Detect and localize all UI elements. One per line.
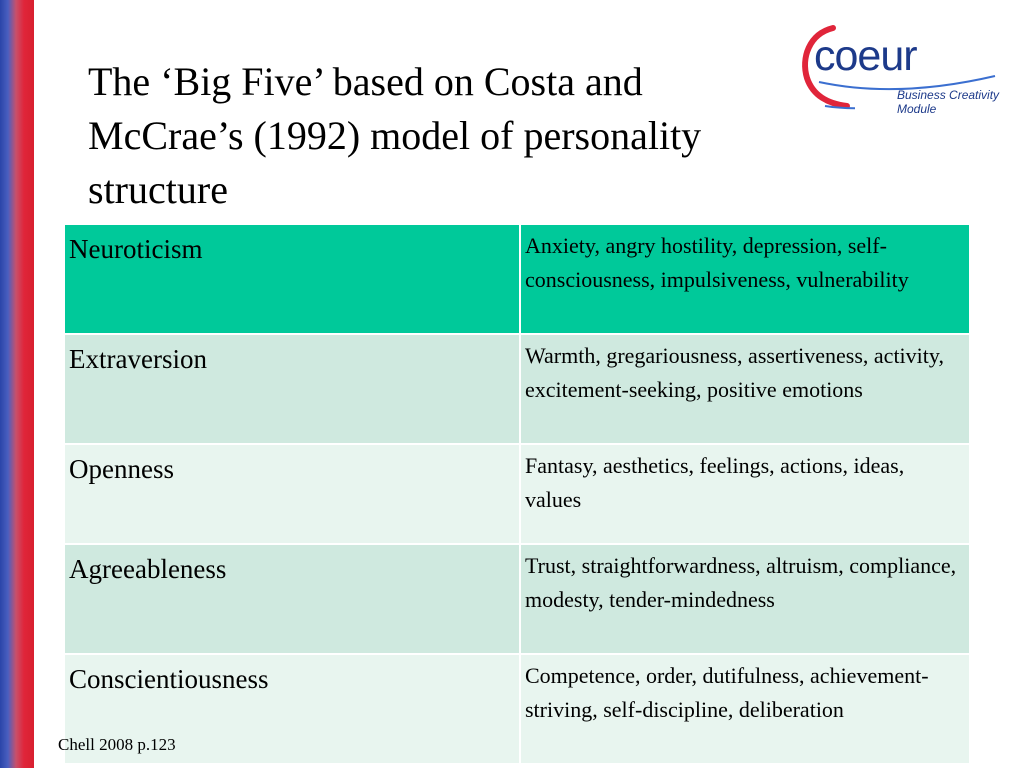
table-row: Agreeableness Trust, straightforwardness…	[63, 543, 971, 655]
big-five-table: Neuroticism Anxiety, angry hostility, de…	[63, 223, 971, 765]
source-citation: Chell 2008 p.123	[58, 735, 176, 754]
side-accent-bar	[0, 0, 34, 768]
slide-title: The ‘Big Five’ based on Costa and McCrae…	[88, 59, 702, 212]
logo-underline-icon	[818, 75, 996, 91]
logo-subtitle-line1: Business Creativity	[897, 88, 1000, 102]
facets-cell: Anxiety, angry hostility, depression, se…	[519, 223, 971, 335]
coeur-logo: coeur Business Creativity Module	[795, 20, 1010, 120]
trait-cell: Extraversion	[63, 333, 521, 445]
table-row: Conscientiousness Competence, order, dut…	[63, 653, 971, 765]
facets-cell: Fantasy, aesthetics, feelings, actions, …	[519, 443, 971, 545]
trait-cell: Agreeableness	[63, 543, 521, 655]
trait-cell: Conscientiousness	[63, 653, 521, 765]
trait-cell: Openness	[63, 443, 521, 545]
facets-cell: Trust, straightforwardness, altruism, co…	[519, 543, 971, 655]
logo-wordmark: coeur	[814, 32, 918, 80]
logo-subtitle-line2: Module	[897, 102, 937, 116]
facets-cell: Warmth, gregariousness, assertiveness, a…	[519, 333, 971, 445]
logo-swoosh-icon	[802, 25, 855, 110]
table-row: Neuroticism Anxiety, angry hostility, de…	[63, 223, 971, 335]
facets-cell: Competence, order, dutifulness, achievem…	[519, 653, 971, 765]
logo-subtitle: Business Creativity Module	[897, 88, 999, 116]
trait-cell: Neuroticism	[63, 223, 521, 335]
table-row: Extraversion Warmth, gregariousness, ass…	[63, 333, 971, 445]
table-row: Openness Fantasy, aesthetics, feelings, …	[63, 443, 971, 545]
